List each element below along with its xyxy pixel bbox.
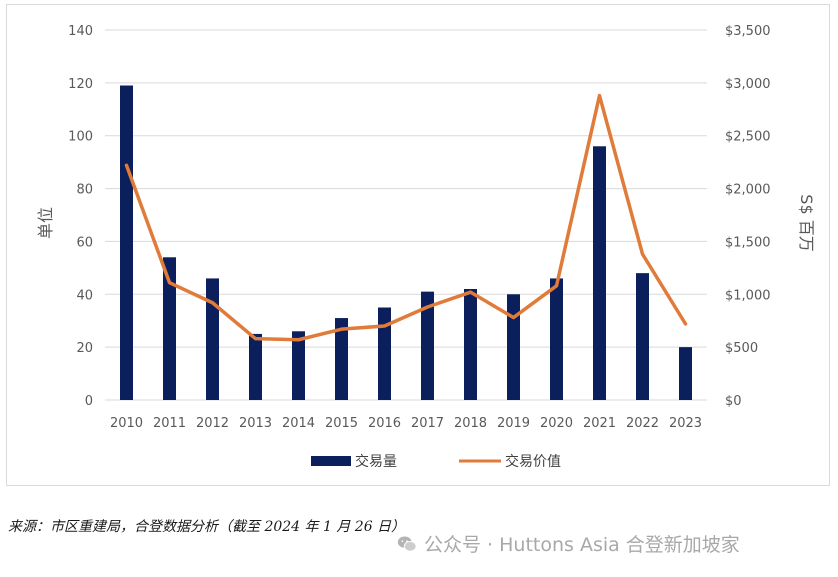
bar-2019 [507,294,520,400]
right-tick-label: $0 [725,394,742,409]
left-tick-label: 20 [76,341,93,356]
volume-bars [120,85,692,400]
wechat-icon [397,535,417,552]
right-tick-label: $500 [725,341,758,356]
x-tick-label: 2019 [497,416,530,431]
left-tick-label: 60 [76,235,93,250]
watermark-text: 公众号 · Huttons Asia 合登新加坡家 [424,534,740,556]
x-tick-label: 2017 [411,416,444,431]
legend-swatch-volume [311,456,351,466]
value-line-path [124,93,688,342]
x-tick-label: 2022 [626,416,659,431]
right-tick-label: $2,000 [725,183,771,198]
right-axis-ticks: $0 $500 $1,000 $1,500 $2,000 $2,500 $3,000 $3,5… [725,24,771,409]
bar-2011 [163,257,176,400]
x-tick-label: 2011 [153,416,186,431]
legend-label-value: 交易价值 [505,453,561,470]
bar-2016 [378,307,391,400]
right-tick-label: $3,500 [725,24,771,39]
combo-chart: 0 20 40 60 80 100 120 140 $0 $500 $1,000 $1,500 $2,… [36,24,816,470]
bar-2012 [206,278,219,400]
right-tick-label: $3,000 [725,77,771,92]
bar-2014 [292,331,305,400]
grid-lines [105,29,707,401]
right-tick-label: $2,500 [725,130,771,145]
right-axis-title: S$ 百万 [797,194,816,251]
x-tick-label: 2020 [540,416,573,431]
left-tick-label: 140 [68,24,93,39]
legend: 交易量 交易价值 [311,453,561,470]
x-tick-label: 2014 [282,416,315,431]
left-axis-ticks: 0 20 40 60 80 100 120 140 [68,24,93,409]
source-note: 来源：市区重建局，合登数据分析（截至 2024 年 1 月 26 日） [8,519,406,535]
left-axis-title: 单位 [36,207,55,239]
x-tick-label: 2021 [583,416,616,431]
left-tick-label: 80 [76,183,93,198]
x-tick-label: 2015 [325,416,358,431]
bar-2015 [335,318,348,400]
legend-label-volume: 交易量 [355,453,397,470]
left-tick-label: 40 [76,288,93,303]
x-axis-ticks: 2010 2011 2012 2013 2014 2015 2016 2017 2018 2019… [110,416,702,431]
chart-frame: 0 20 40 60 80 100 120 140 $0 $500 $1,000 $1,500 $2,… [6,4,830,486]
x-tick-label: 2018 [454,416,487,431]
bar-2010 [120,85,133,400]
x-tick-label: 2013 [239,416,272,431]
x-tick-label: 2010 [110,416,143,431]
watermark: 公众号 · Huttons Asia 合登新加坡家 [396,530,740,557]
left-tick-label: 0 [85,394,93,409]
bar-2018 [464,289,477,400]
bar-2022 [636,273,649,400]
x-tick-label: 2016 [368,416,401,431]
bar-2023 [679,347,692,400]
bar-2013 [249,333,262,400]
right-tick-label: $1,000 [725,288,771,303]
bar-2020 [550,278,563,400]
bar-2021 [593,146,606,400]
left-tick-label: 100 [68,130,93,145]
bar-2017 [421,291,434,400]
x-tick-label: 2012 [196,416,229,431]
x-tick-label: 2023 [669,416,702,431]
right-tick-label: $1,500 [725,235,771,250]
left-tick-label: 120 [68,77,93,92]
value-line [124,93,688,342]
